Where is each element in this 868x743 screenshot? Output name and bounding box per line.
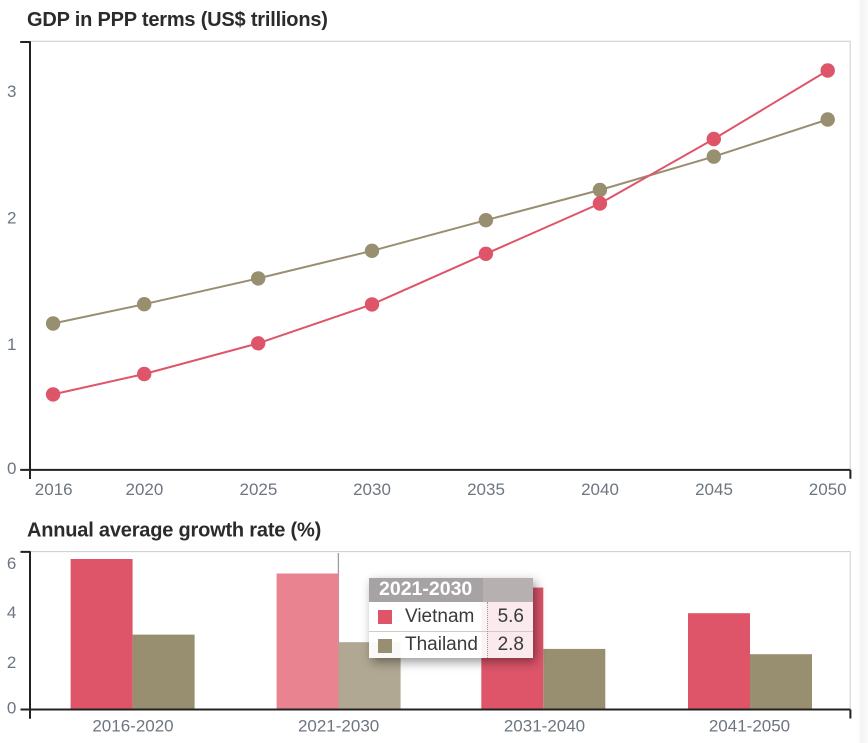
svg-text:4: 4 [7,603,16,622]
svg-text:0: 0 [7,459,16,478]
svg-text:2035: 2035 [467,480,505,499]
svg-text:2020: 2020 [125,480,163,499]
svg-text:0: 0 [7,699,16,718]
svg-text:2030: 2030 [353,480,391,499]
svg-text:2: 2 [7,653,16,672]
svg-text:2016: 2016 [35,480,73,499]
svg-text:2050: 2050 [809,480,847,499]
svg-text:3: 3 [7,82,16,101]
svg-text:2040: 2040 [581,480,619,499]
svg-text:GDP in PPP terms (US$ trillion: GDP in PPP terms (US$ trillions) [27,9,328,31]
svg-text:Annual average growth rate (%): Annual average growth rate (%) [27,520,321,542]
svg-text:2021-2030: 2021-2030 [298,716,379,735]
svg-text:1: 1 [7,335,16,354]
svg-text:2025: 2025 [239,480,277,499]
svg-text:2031-2040: 2031-2040 [504,716,585,735]
svg-text:2041-2050: 2041-2050 [709,716,790,735]
svg-text:6: 6 [7,554,16,573]
svg-text:2: 2 [7,209,16,228]
svg-text:2045: 2045 [695,480,733,499]
svg-text:2016-2020: 2016-2020 [92,716,173,735]
